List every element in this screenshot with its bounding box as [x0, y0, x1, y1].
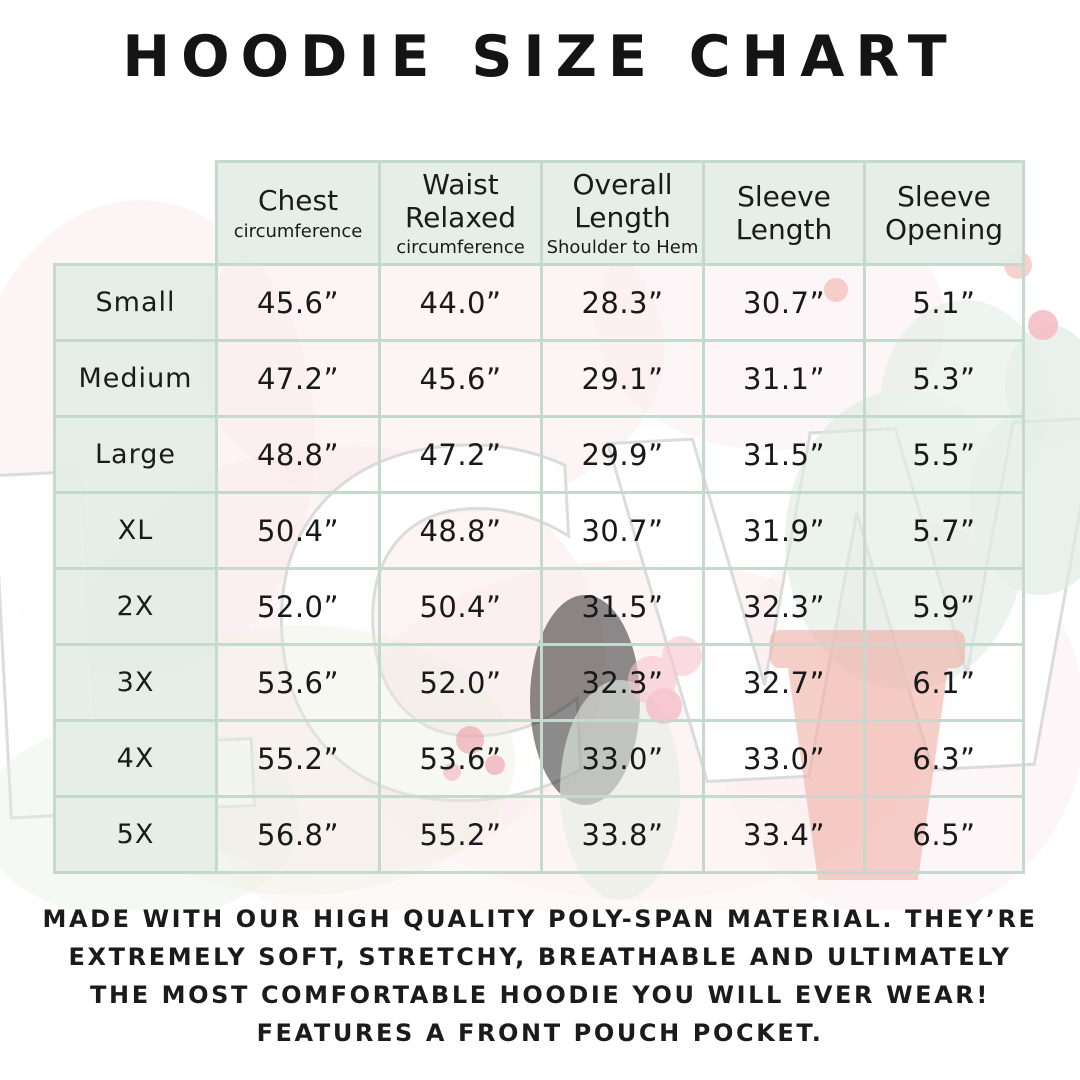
size-label: Medium	[53, 339, 218, 418]
header-row: Chest circumference Waist Relaxed circumfer…	[55, 160, 1025, 266]
measurement-cell: 5.1”	[863, 263, 1025, 342]
size-row: 4X 55.2” 53.6” 33.0” 33.0” 6.3”	[53, 719, 1025, 798]
description-line: EXTREMELY SOFT, STRETCHY, BREATHABLE AND…	[68, 943, 1012, 971]
page-title: HOODIE SIZE CHART	[122, 24, 958, 90]
measurement-cell: 5.5”	[863, 415, 1025, 494]
size-table-body: Small 45.6” 44.0” 28.3” 30.7” 5.1” Medium 47.2”…	[53, 263, 1025, 874]
description: MADE WITH OUR HIGH QUALITY POLY-SPAN MAT…	[0, 900, 1080, 1052]
column-header-label: Sleeve Length	[735, 179, 833, 246]
size-label: 4X	[53, 719, 218, 798]
measurement-cell: 44.0”	[378, 263, 543, 342]
measurement-cell: 52.0”	[378, 643, 543, 722]
size-label: XL	[53, 491, 218, 570]
column-header: Waist Relaxed circumference	[378, 160, 543, 266]
size-row: 5X 56.8” 55.2” 33.8” 33.4” 6.5”	[53, 795, 1025, 874]
size-row: Small 45.6” 44.0” 28.3” 30.7” 5.1”	[53, 263, 1025, 342]
measurement-cell: 52.0”	[215, 567, 381, 646]
description-line: FEATURES A FRONT POUCH POCKET.	[256, 1019, 824, 1047]
measurement-cell: 28.3”	[540, 263, 705, 342]
measurement-cell: 33.0”	[702, 719, 866, 798]
size-label: 3X	[53, 643, 218, 722]
size-row: 2X 52.0” 50.4” 31.5” 32.3” 5.9”	[53, 567, 1025, 646]
column-header: Overall Length Shoulder to Hem	[540, 160, 705, 266]
column-header-label: Overall Length	[572, 167, 673, 234]
measurement-cell: 5.9”	[863, 567, 1025, 646]
measurement-cell: 47.2”	[378, 415, 543, 494]
measurement-cell: 6.3”	[863, 719, 1025, 798]
measurement-cell: 29.9”	[540, 415, 705, 494]
size-label: 5X	[53, 795, 218, 874]
size-row: Large 48.8” 47.2” 29.9” 31.5” 5.5”	[53, 415, 1025, 494]
measurement-cell: 55.2”	[378, 795, 543, 874]
measurement-cell: 32.3”	[540, 643, 705, 722]
measurement-cell: 32.7”	[702, 643, 866, 722]
measurement-cell: 30.7”	[540, 491, 705, 570]
measurement-cell: 50.4”	[378, 567, 543, 646]
measurement-cell: 5.3”	[863, 339, 1025, 418]
measurement-cell: 31.1”	[702, 339, 866, 418]
column-header-subtext: Shoulder to Hem	[546, 237, 699, 259]
description-line: MADE WITH OUR HIGH QUALITY POLY-SPAN MAT…	[42, 905, 1038, 933]
measurement-cell: 6.5”	[863, 795, 1025, 874]
measurement-cell: 48.8”	[215, 415, 381, 494]
measurement-cell: 6.1”	[863, 643, 1025, 722]
column-header-label: Sleeve Opening	[884, 179, 1004, 246]
column-header: Chest circumference	[215, 160, 381, 266]
measurement-cell: 31.5”	[702, 415, 866, 494]
measurement-cell: 32.3”	[702, 567, 866, 646]
corner-cell	[55, 162, 217, 265]
column-header: Sleeve Length	[702, 160, 866, 266]
measurement-cell: 53.6”	[378, 719, 543, 798]
column-header-label: Waist Relaxed	[404, 167, 517, 234]
column-header-subtext: circumference	[396, 237, 525, 259]
measurement-cell: 55.2”	[215, 719, 381, 798]
measurement-cell: 30.7”	[702, 263, 866, 342]
column-header-label: Chest	[257, 184, 339, 218]
measurement-cell: 47.2”	[215, 339, 381, 418]
size-chart-table: Chest circumference Waist Relaxed circumfer…	[53, 160, 1025, 874]
measurement-cell: 31.9”	[702, 491, 866, 570]
measurement-cell: 33.8”	[540, 795, 705, 874]
measurement-cell: 29.1”	[540, 339, 705, 418]
size-row: XL 50.4” 48.8” 30.7” 31.9” 5.7”	[53, 491, 1025, 570]
size-label: Small	[53, 263, 218, 342]
size-row: 3X 53.6” 52.0” 32.3” 32.7” 6.1”	[53, 643, 1025, 722]
column-header: Sleeve Opening	[863, 160, 1025, 266]
measurement-cell: 45.6”	[215, 263, 381, 342]
measurement-cell: 33.0”	[540, 719, 705, 798]
measurement-cell: 53.6”	[215, 643, 381, 722]
measurement-cell: 48.8”	[378, 491, 543, 570]
size-label: 2X	[53, 567, 218, 646]
measurement-cell: 33.4”	[702, 795, 866, 874]
measurement-cell: 56.8”	[215, 795, 381, 874]
measurement-cell: 50.4”	[215, 491, 381, 570]
size-label: Large	[53, 415, 218, 494]
column-header-subtext: circumference	[233, 220, 363, 242]
size-row: Medium 47.2” 45.6” 29.1” 31.1” 5.3”	[53, 339, 1025, 418]
description-line: THE MOST COMFORTABLE HOODIE YOU WILL EVE…	[90, 981, 990, 1009]
measurement-cell: 5.7”	[863, 491, 1025, 570]
measurement-cell: 45.6”	[378, 339, 543, 418]
measurement-cell: 31.5”	[540, 567, 705, 646]
